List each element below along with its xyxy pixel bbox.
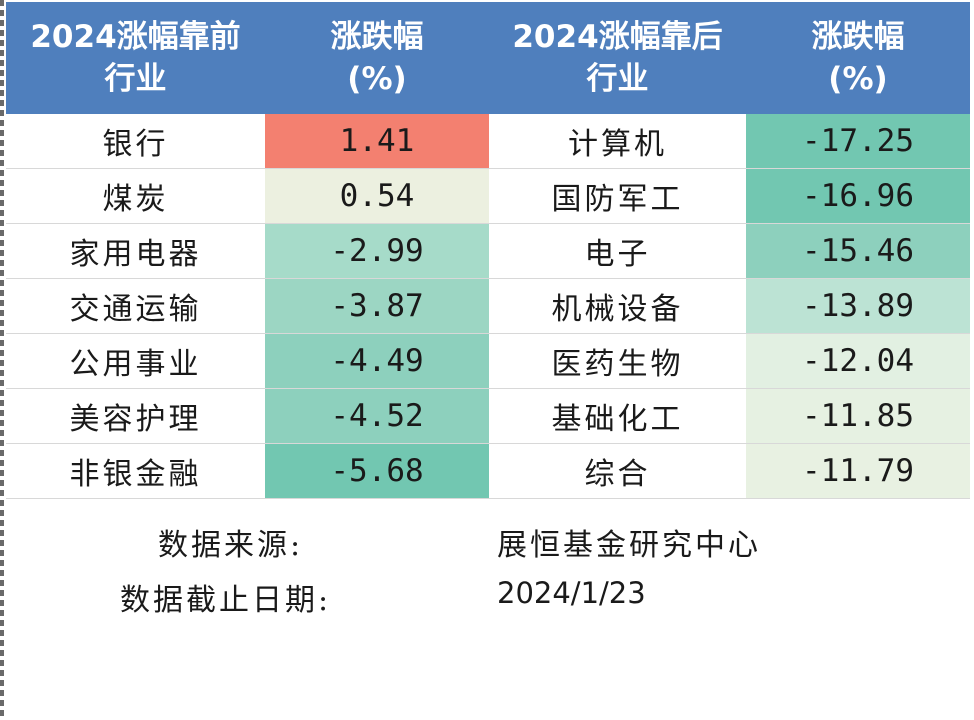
top-industry-name: 交通运输 [6,278,265,334]
top-industry-name: 美容护理 [6,388,265,444]
top-industry-name: 煤炭 [6,168,265,224]
bottom-industry-name: 电子 [489,223,746,279]
bottom-industry-name: 国防军工 [489,168,746,224]
top-industry-name: 非银金融 [6,443,265,499]
bottom-industry-name: 计算机 [489,114,746,169]
table-row: 公用事业 -4.49 医药生物 -12.04 [6,333,970,389]
top-change-value: -4.49 [265,333,489,389]
header-bottom-change: 涨跌幅 (%) [746,2,970,114]
bottom-change-value: -13.89 [746,278,970,334]
top-industry-name: 银行 [6,114,265,169]
header-top-change: 涨跌幅 (%) [265,2,489,114]
table-row: 煤炭 0.54 国防军工 -16.96 [6,168,970,224]
bottom-change-value: -11.79 [746,443,970,499]
top-change-value: -3.87 [265,278,489,334]
top-industry-name: 家用电器 [6,223,265,279]
top-change-value: -2.99 [265,223,489,279]
cutoff-date-value: 2024/1/23 [497,576,646,610]
bottom-industry-name: 综合 [489,443,746,499]
cutoff-date-label: 数据截止日期: [120,583,332,618]
industry-performance-table: 2024涨幅靠前 行业 涨跌幅 (%) 2024涨幅靠后 行业 涨跌幅 (%) 银行 1.… [6,2,970,499]
bottom-industry-name: 医药生物 [489,333,746,389]
top-change-value: -5.68 [265,443,489,499]
table-row: 银行 1.41 计算机 -17.25 [6,114,970,169]
top-change-value: 1.41 [265,114,489,169]
top-industry-name: 公用事业 [6,333,265,389]
bottom-change-value: -12.04 [746,333,970,389]
bottom-change-value: -11.85 [746,388,970,444]
table-row: 非银金融 -5.68 综合 -11.79 [6,443,970,499]
table-row: 交通运输 -3.87 机械设备 -13.89 [6,278,970,334]
bottom-change-value: -16.96 [746,168,970,224]
bottom-industry-name: 机械设备 [489,278,746,334]
bottom-industry-name: 基础化工 [489,388,746,444]
bottom-change-value: -15.46 [746,223,970,279]
table-row: 家用电器 -2.99 电子 -15.46 [6,223,970,279]
top-change-value: -4.52 [265,388,489,444]
bottom-change-value: -17.25 [746,114,970,169]
top-change-value: 0.54 [265,168,489,224]
table-row: 美容护理 -4.52 基础化工 -11.85 [6,388,970,444]
left-dashed-border [0,0,4,720]
header-top-industry: 2024涨幅靠前 行业 [6,2,265,114]
source-label: 数据来源: [158,528,304,563]
source-value: 展恒基金研究中心 [497,528,761,563]
header-bottom-industry: 2024涨幅靠后 行业 [489,2,746,114]
table-header-row: 2024涨幅靠前 行业 涨跌幅 (%) 2024涨幅靠后 行业 涨跌幅 (%) [6,2,970,114]
